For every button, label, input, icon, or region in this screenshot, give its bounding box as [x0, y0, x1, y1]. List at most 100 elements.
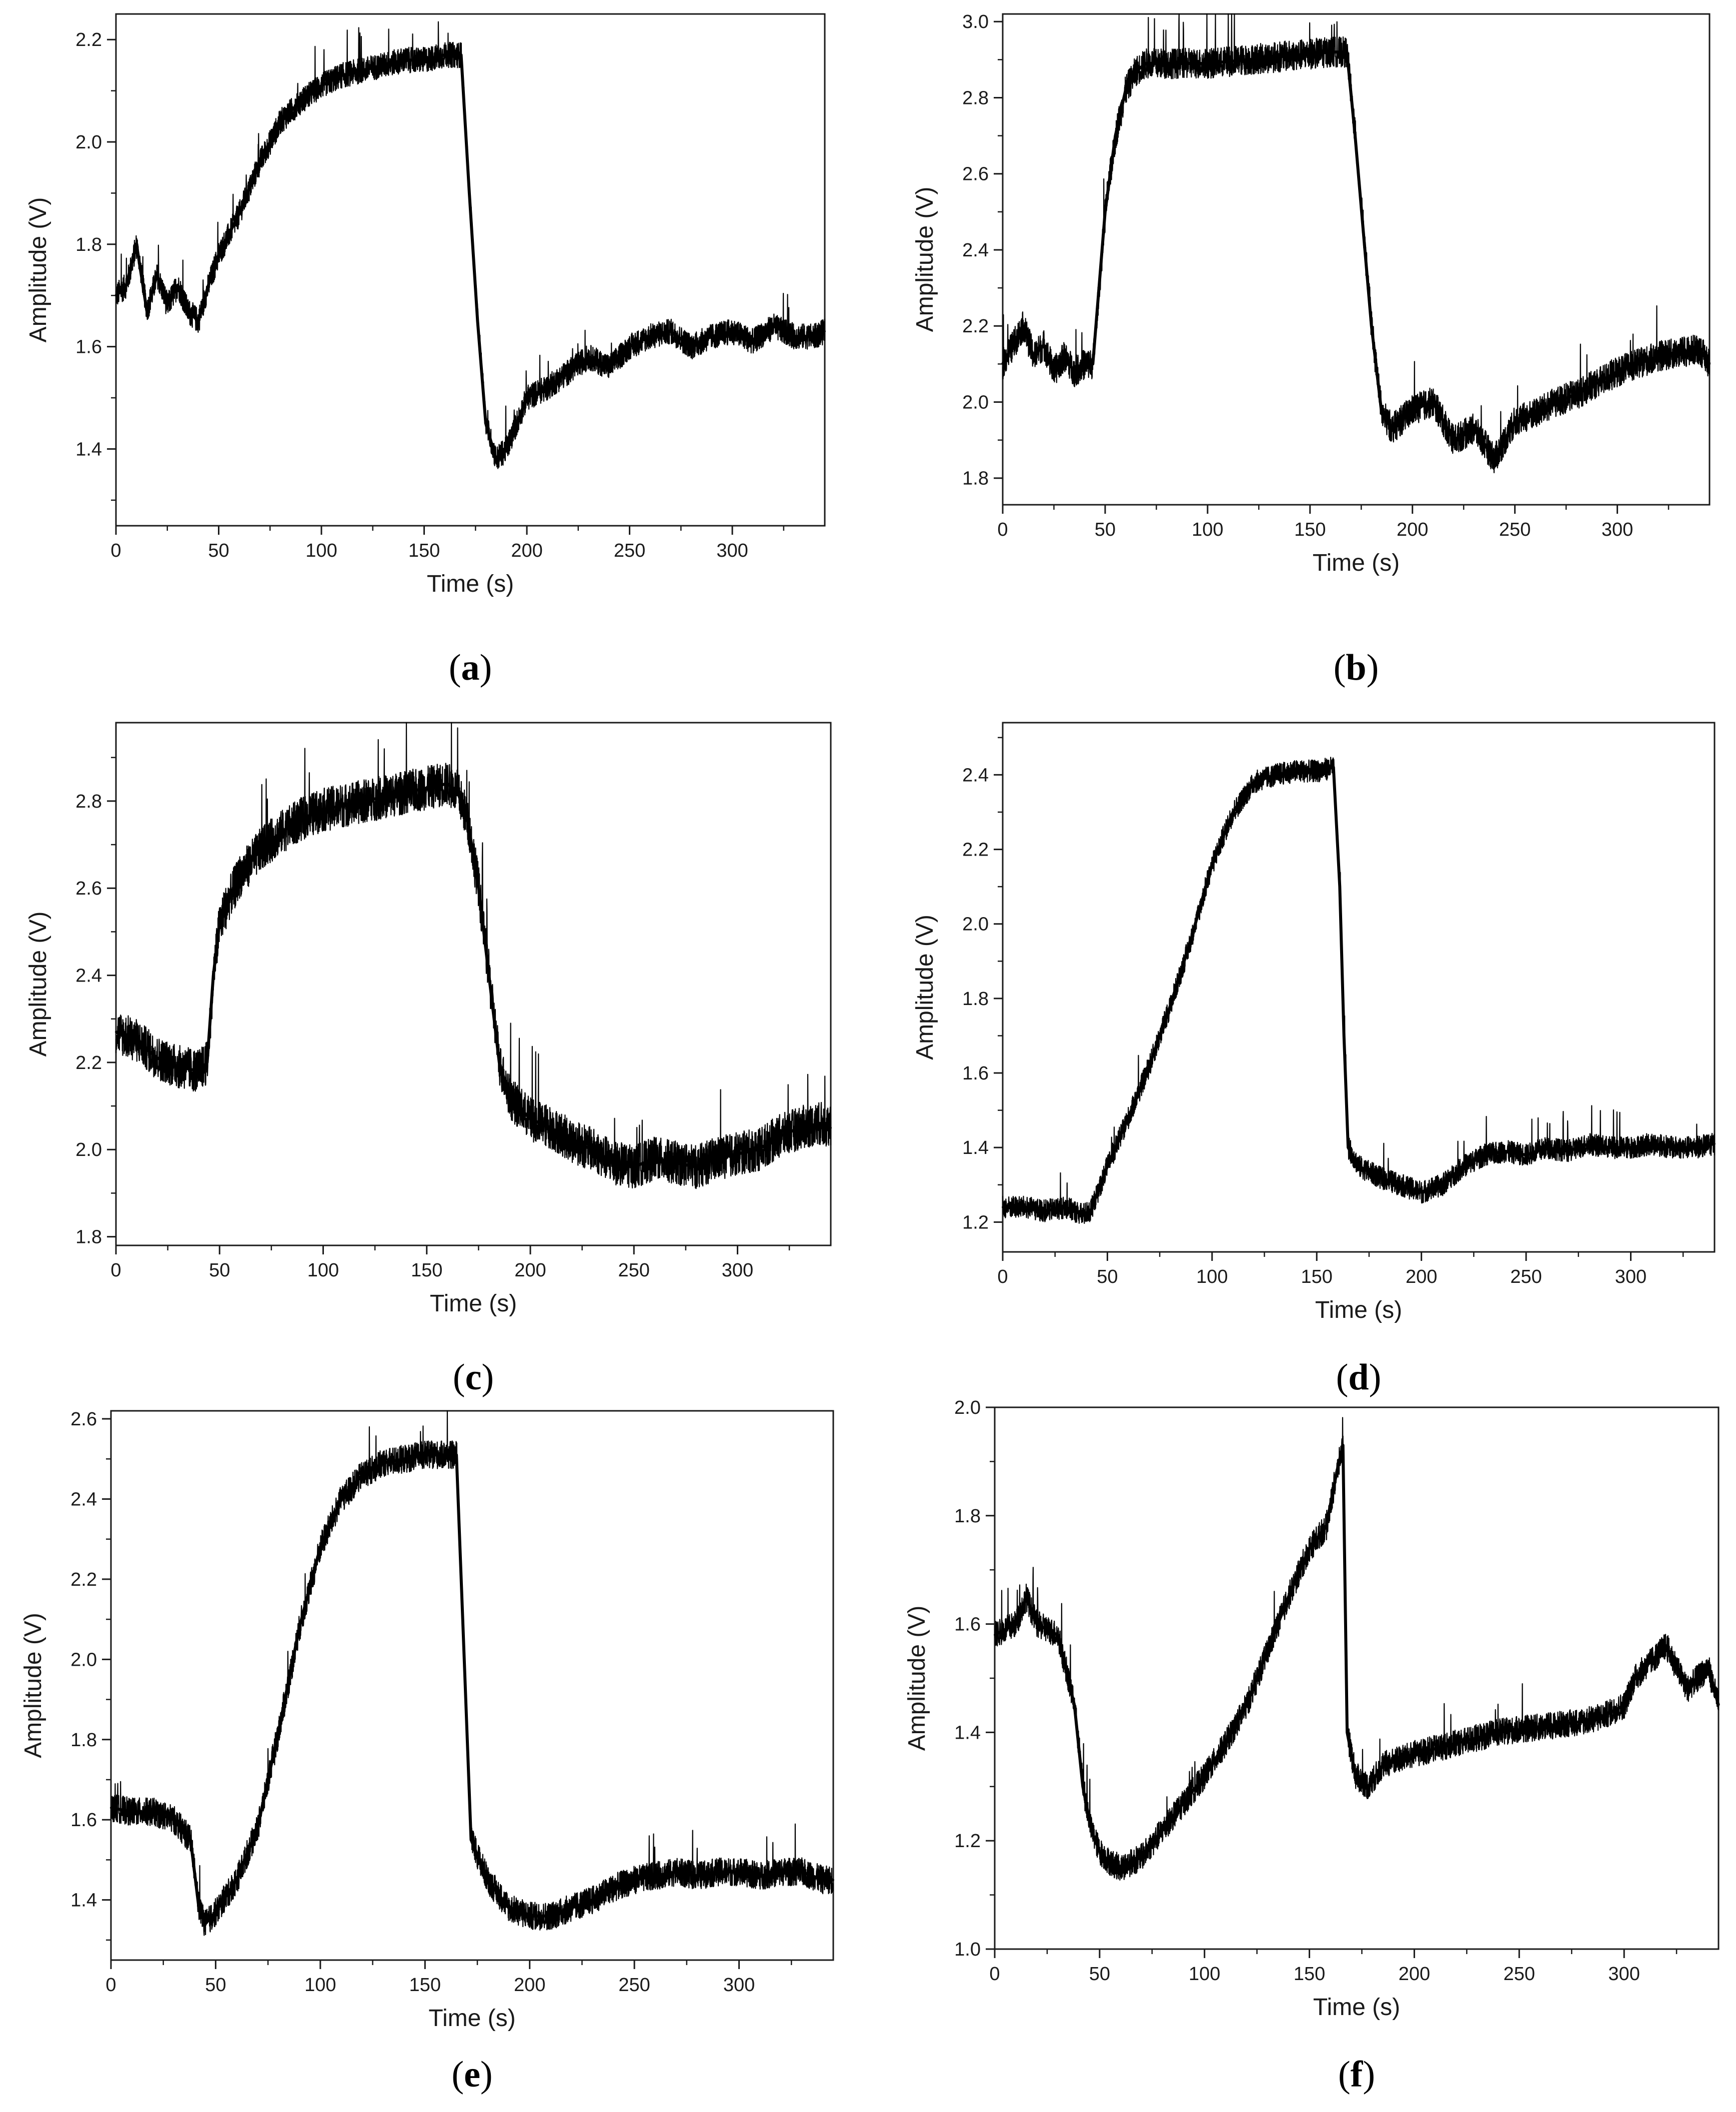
data-point	[1114, 134, 1117, 137]
data-point	[1104, 210, 1106, 213]
data-point	[549, 1915, 552, 1917]
data-point	[1567, 1150, 1569, 1152]
x-tick-label: 250	[614, 540, 645, 561]
x-tick-label: 50	[209, 1260, 230, 1281]
data-point	[384, 796, 386, 798]
data-point	[135, 1040, 138, 1042]
x-tick-label: 150	[409, 1975, 441, 1996]
data-point	[186, 309, 189, 312]
data-point	[798, 1126, 801, 1129]
data-point	[423, 59, 425, 61]
data-point	[1698, 347, 1701, 350]
data-point	[690, 345, 692, 348]
data-point	[1169, 1005, 1172, 1007]
y-tick-label: 1.4	[70, 1890, 97, 1911]
data-point	[1714, 1142, 1716, 1145]
data-point	[425, 787, 428, 789]
data-point	[1616, 370, 1619, 373]
x-tick-label: 250	[618, 1260, 650, 1281]
data-point	[446, 783, 449, 785]
series-amplitude-noise	[1002, 13, 1711, 473]
data-point	[461, 1618, 464, 1621]
data-point	[1336, 1471, 1338, 1474]
data-point	[1022, 325, 1024, 327]
data-point	[1634, 1677, 1636, 1679]
y-tick-label: 1.2	[954, 1831, 981, 1852]
y-tick-label: 2.2	[75, 1053, 102, 1073]
y-tick-label: 1.4	[954, 1722, 981, 1743]
data-point	[612, 1887, 615, 1889]
data-point	[819, 1122, 822, 1124]
data-point	[1493, 458, 1496, 460]
x-tick-label: 100	[307, 1260, 339, 1281]
data-point	[456, 791, 459, 794]
y-tick-label: 1.0	[954, 1939, 981, 1960]
data-point	[653, 1157, 656, 1159]
data-point	[1287, 1596, 1290, 1598]
x-tick-label: 150	[1294, 519, 1326, 540]
data-point	[1332, 766, 1335, 769]
data-point	[470, 1839, 472, 1841]
data-point	[1347, 1146, 1350, 1149]
data-point	[1224, 1742, 1227, 1745]
y-tick-label: 2.4	[75, 966, 102, 987]
data-point	[633, 1879, 636, 1881]
data-point	[156, 274, 158, 276]
data-point	[1411, 408, 1414, 411]
data-point	[110, 1807, 112, 1809]
data-point	[1073, 1704, 1076, 1707]
data-point	[1483, 1154, 1486, 1156]
data-point	[1145, 62, 1147, 64]
data-point	[1346, 51, 1348, 53]
data-point	[1316, 770, 1318, 772]
series-amplitude-line	[1003, 766, 1715, 1216]
y-axis-title: Amplitude (V)	[904, 1606, 930, 1751]
data-point	[801, 1871, 803, 1873]
data-point	[731, 330, 733, 332]
data-point	[1370, 325, 1373, 327]
x-tick-label: 300	[716, 540, 748, 561]
data-point	[526, 397, 528, 399]
x-axis-title: Time (s)	[1313, 550, 1400, 576]
data-point	[1140, 1856, 1143, 1858]
series-amplitude-line	[110, 1453, 833, 1926]
y-tick-label: 1.6	[954, 1614, 981, 1635]
series-amplitude-noise	[115, 722, 832, 1189]
data-point	[1644, 1666, 1647, 1669]
data-point	[256, 1827, 259, 1829]
panel-f: 0 50 100 150 200 250 300 1.0 1.2 1.4 1.6 1.8 2.0 Time…	[904, 1397, 1720, 2095]
panel-e: 0 50 100 150 200 250 300 1.4 1.6 1.8 2.0 2.2 2.4 2.6 T…	[20, 1409, 834, 2095]
data-point	[468, 192, 470, 194]
panel-caption: (c)	[453, 1357, 494, 1398]
data-point	[214, 1911, 217, 1913]
data-point	[156, 1057, 158, 1059]
data-point	[1575, 393, 1578, 396]
data-point	[197, 320, 199, 322]
data-point	[793, 335, 795, 338]
data-point	[591, 1148, 594, 1151]
data-point	[280, 830, 283, 833]
panel-b: 0 50 100 150 200 250 300 1.8 2.0 2.2 2.4 2.6 2.8 3.0 T…	[912, 11, 1711, 688]
plot-frame	[110, 1410, 834, 1961]
data-point	[1362, 229, 1365, 232]
data-point	[1288, 54, 1291, 57]
data-point	[570, 1907, 573, 1909]
y-tick-label: 2.8	[75, 791, 102, 812]
data-point	[507, 1907, 510, 1909]
data-point	[591, 1899, 594, 1901]
data-point	[780, 1871, 782, 1873]
data-point	[695, 1166, 697, 1168]
data-point	[1056, 1634, 1059, 1636]
data-point	[206, 1061, 208, 1063]
y-tick-label: 1.8	[75, 234, 102, 255]
data-point	[1109, 1861, 1111, 1864]
data-point	[633, 1166, 635, 1168]
data-point	[1002, 1206, 1004, 1208]
x-tick-label: 200	[511, 540, 542, 561]
data-point	[1534, 412, 1537, 415]
data-point	[1657, 355, 1660, 358]
x-tick-label: 300	[722, 1260, 753, 1281]
data-point	[1391, 427, 1393, 430]
data-point	[1686, 1688, 1688, 1690]
